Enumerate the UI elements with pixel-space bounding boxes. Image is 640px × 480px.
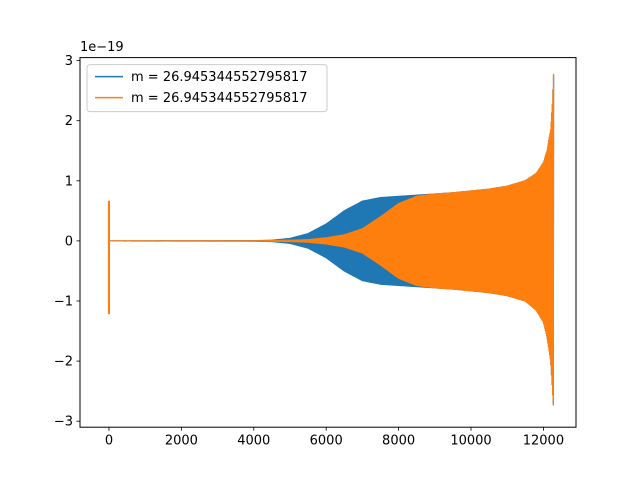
x-tick-label: 6000 [310, 434, 343, 449]
x-tick-label: 10000 [450, 434, 491, 449]
y-axis: −3 −2 −1 0 1 2 3 [54, 54, 80, 430]
y-tick-label: −1 [54, 294, 73, 309]
legend: m = 26.945344552795817 m = 26.94534455279… [86, 64, 328, 113]
y-tick-label: 2 [65, 114, 73, 129]
y-tick-label: 0 [65, 234, 73, 249]
legend-label: m = 26.945344552795817 [131, 91, 308, 106]
y-tick-label: −3 [54, 415, 73, 430]
x-tick-label: 8000 [382, 434, 415, 449]
x-axis: 0 2000 4000 6000 8000 10000 12000 [105, 427, 564, 449]
y-tick-label: 3 [65, 54, 73, 69]
y-tick-label: −2 [54, 355, 73, 370]
plot-frame [79, 57, 577, 428]
series-line-2 [108, 73, 555, 406]
y-tick-label: 1 [65, 174, 73, 189]
y-offset-label: 1e−19 [80, 40, 124, 55]
x-tick-label: 2000 [165, 434, 198, 449]
x-tick-label: 12000 [523, 434, 564, 449]
legend-box [86, 64, 328, 113]
legend-label: m = 26.945344552795817 [131, 70, 308, 85]
x-tick-label: 0 [105, 434, 113, 449]
x-tick-label: 4000 [237, 434, 270, 449]
series-layer [107, 73, 555, 406]
